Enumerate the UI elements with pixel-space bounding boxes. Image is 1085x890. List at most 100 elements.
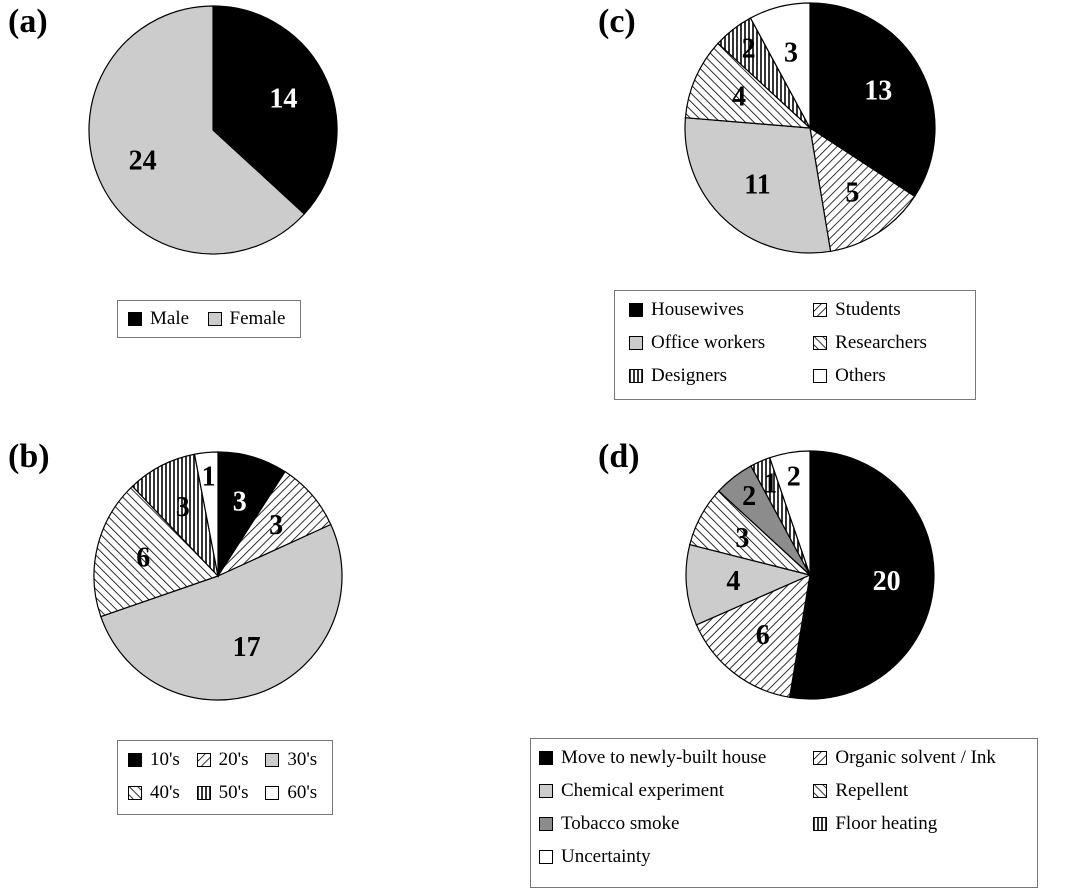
legend-d: Move to newly-built house Organic solvent… [530,738,1038,888]
pie-b-value-label-30-s: 17 [233,632,261,663]
legend-grid-a: Male Female [128,309,290,328]
legend-label-housewives: Housewives [651,299,744,320]
pie-b-value-label-40-s: 6 [136,542,150,573]
pie-d-slice-uncertainty [768,450,811,576]
pie-d-value-label-uncertainty: 2 [787,462,801,493]
pie-c-value-label-housewives: 13 [864,76,892,107]
legend-item-chemical-experiment: Chemical experiment [539,781,799,800]
legend-label-designers: Designers [651,365,727,386]
legend-item-60-s: 60's [265,783,322,802]
legend-swatch-organic-solvent-ink [813,750,828,765]
legend-item-office-workers: Office workers [629,333,799,352]
legend-swatch-students [813,302,828,317]
legend-item-10-s: 10's [128,750,185,769]
legend-swatch-60-s [265,785,280,800]
legend-label-floor-heating: Floor heating [835,813,938,834]
legend-swatch-repellent [813,783,828,798]
legend-label-female: Female [229,308,286,329]
panel-label-c: (c) [598,3,636,40]
legend-label-60-s: 60's [287,782,318,803]
pie-b-value-label-20-s: 3 [269,510,283,541]
legend-swatch-designers [629,368,643,383]
legend-swatch-floor-heating [813,816,828,831]
pie-d-slice-chemical-experiment [685,543,812,626]
legend-label-others: Others [835,365,886,386]
legend-swatch-researchers [813,335,828,350]
legend-item-move-to-newly-built-house: Move to newly-built house [539,748,799,767]
legend-label-office-workers: Office workers [651,332,766,353]
pie-c-slice-others [749,2,811,129]
pie-a-value-label-female: 24 [129,145,157,176]
legend-item-50-s: 50's [196,782,254,803]
pie-a-slice-male [212,5,338,215]
pie-c-value-label-others: 3 [784,37,798,68]
pie-b-slice-40-s [93,485,220,618]
pie-c-value-label-researchers: 4 [732,81,746,112]
pie-b-value-label-60-s: 1 [202,462,216,493]
pie-c-value-label-designers: 2 [742,34,756,65]
legend-item-floor-heating: Floor heating [813,814,1029,833]
legend-item-male: Male [128,309,194,328]
legend-swatch-female [207,311,222,326]
legend-swatch-chemical-experiment [539,783,553,798]
legend-item-others: Others [813,366,961,385]
legend-swatch-male [128,311,142,326]
pie-b-value-label-50-s: 3 [176,492,190,523]
legend-b: 10's 20's 30's 40's 50's 60's [117,740,333,815]
pie-c-slice-students [809,126,916,252]
pie-chart-a: 14 24 [88,5,338,255]
pie-d-value-label-tobacco-smoke: 2 [742,481,756,512]
legend-swatch-40-s [128,785,142,800]
legend-swatch-30-s [265,752,280,767]
legend-item-designers: Designers [629,366,799,385]
pie-c-value-label-office-workers: 11 [744,170,770,201]
legend-swatch-office-workers [629,335,643,350]
pie-a-slice-female [88,5,306,255]
legend-item-40-s: 40's [128,783,185,802]
legend-label-50-s: 50's [218,782,249,803]
legend-label-researchers: Researchers [835,332,927,353]
pie-b-slice-60-s [193,451,219,577]
legend-a: Male Female [117,300,301,338]
legend-label-chemical-experiment: Chemical experiment [561,780,725,801]
legend-item-female: Female [207,308,290,329]
legend-swatch-move-to-newly-built-house [539,750,553,765]
pie-d-value-label-chemical-experiment: 4 [726,566,740,597]
pie-b-value-label-10-s: 3 [233,487,247,518]
legend-label-students: Students [835,299,901,320]
legend-swatch-10-s [128,752,142,767]
legend-swatch-housewives [629,302,643,317]
legend-item-housewives: Housewives [629,300,799,319]
legend-label-organic-solvent-ink: Organic solvent / Ink [835,747,996,768]
legend-grid-c: Housewives Students Office workers Research… [629,300,961,385]
pie-chart-c: 13 5 11 4 2 3 [684,2,936,254]
legend-item-uncertainty: Uncertainty [539,847,799,866]
pie-d-value-label-organic-solvent-ink: 6 [756,620,770,651]
legend-label-repellent: Repellent [835,780,909,801]
pie-b-slice-30-s [100,523,343,701]
legend-label-uncertainty: Uncertainty [561,846,651,867]
legend-grid-b: 10's 20's 30's 40's 50's 60's [128,750,322,802]
pie-d-slice-move-to-newly-built-house [788,450,935,700]
panel-label-b: (b) [8,438,50,475]
legend-item-students: Students [813,300,961,319]
legend-label-20-s: 20's [218,749,249,770]
legend-item-repellent: Repellent [813,781,1029,800]
pie-d-value-label-move-to-newly-built-house: 20 [873,566,901,597]
legend-swatch-tobacco-smoke [539,816,553,831]
pie-d-slice-organic-solvent-ink [695,574,811,699]
legend-item-20-s: 20's [196,749,254,770]
legend-swatch-uncertainty [539,849,553,864]
pie-d-value-label-repellent: 3 [735,523,749,554]
legend-swatch-50-s [196,785,211,800]
pie-c-slice-researchers [684,42,812,129]
legend-label-40-s: 40's [150,782,180,803]
pie-chart-d: 20 64 3 2 1 2 [685,450,935,700]
pie-c-value-label-students: 5 [845,177,859,208]
legend-label-move-to-newly-built-house: Move to newly-built house [561,747,767,768]
pie-c-slice-office-workers [684,117,832,254]
panel-label-a: (a) [8,3,48,40]
legend-label-tobacco-smoke: Tobacco smoke [561,813,680,834]
legend-c: Housewives Students Office workers Research… [614,290,976,400]
